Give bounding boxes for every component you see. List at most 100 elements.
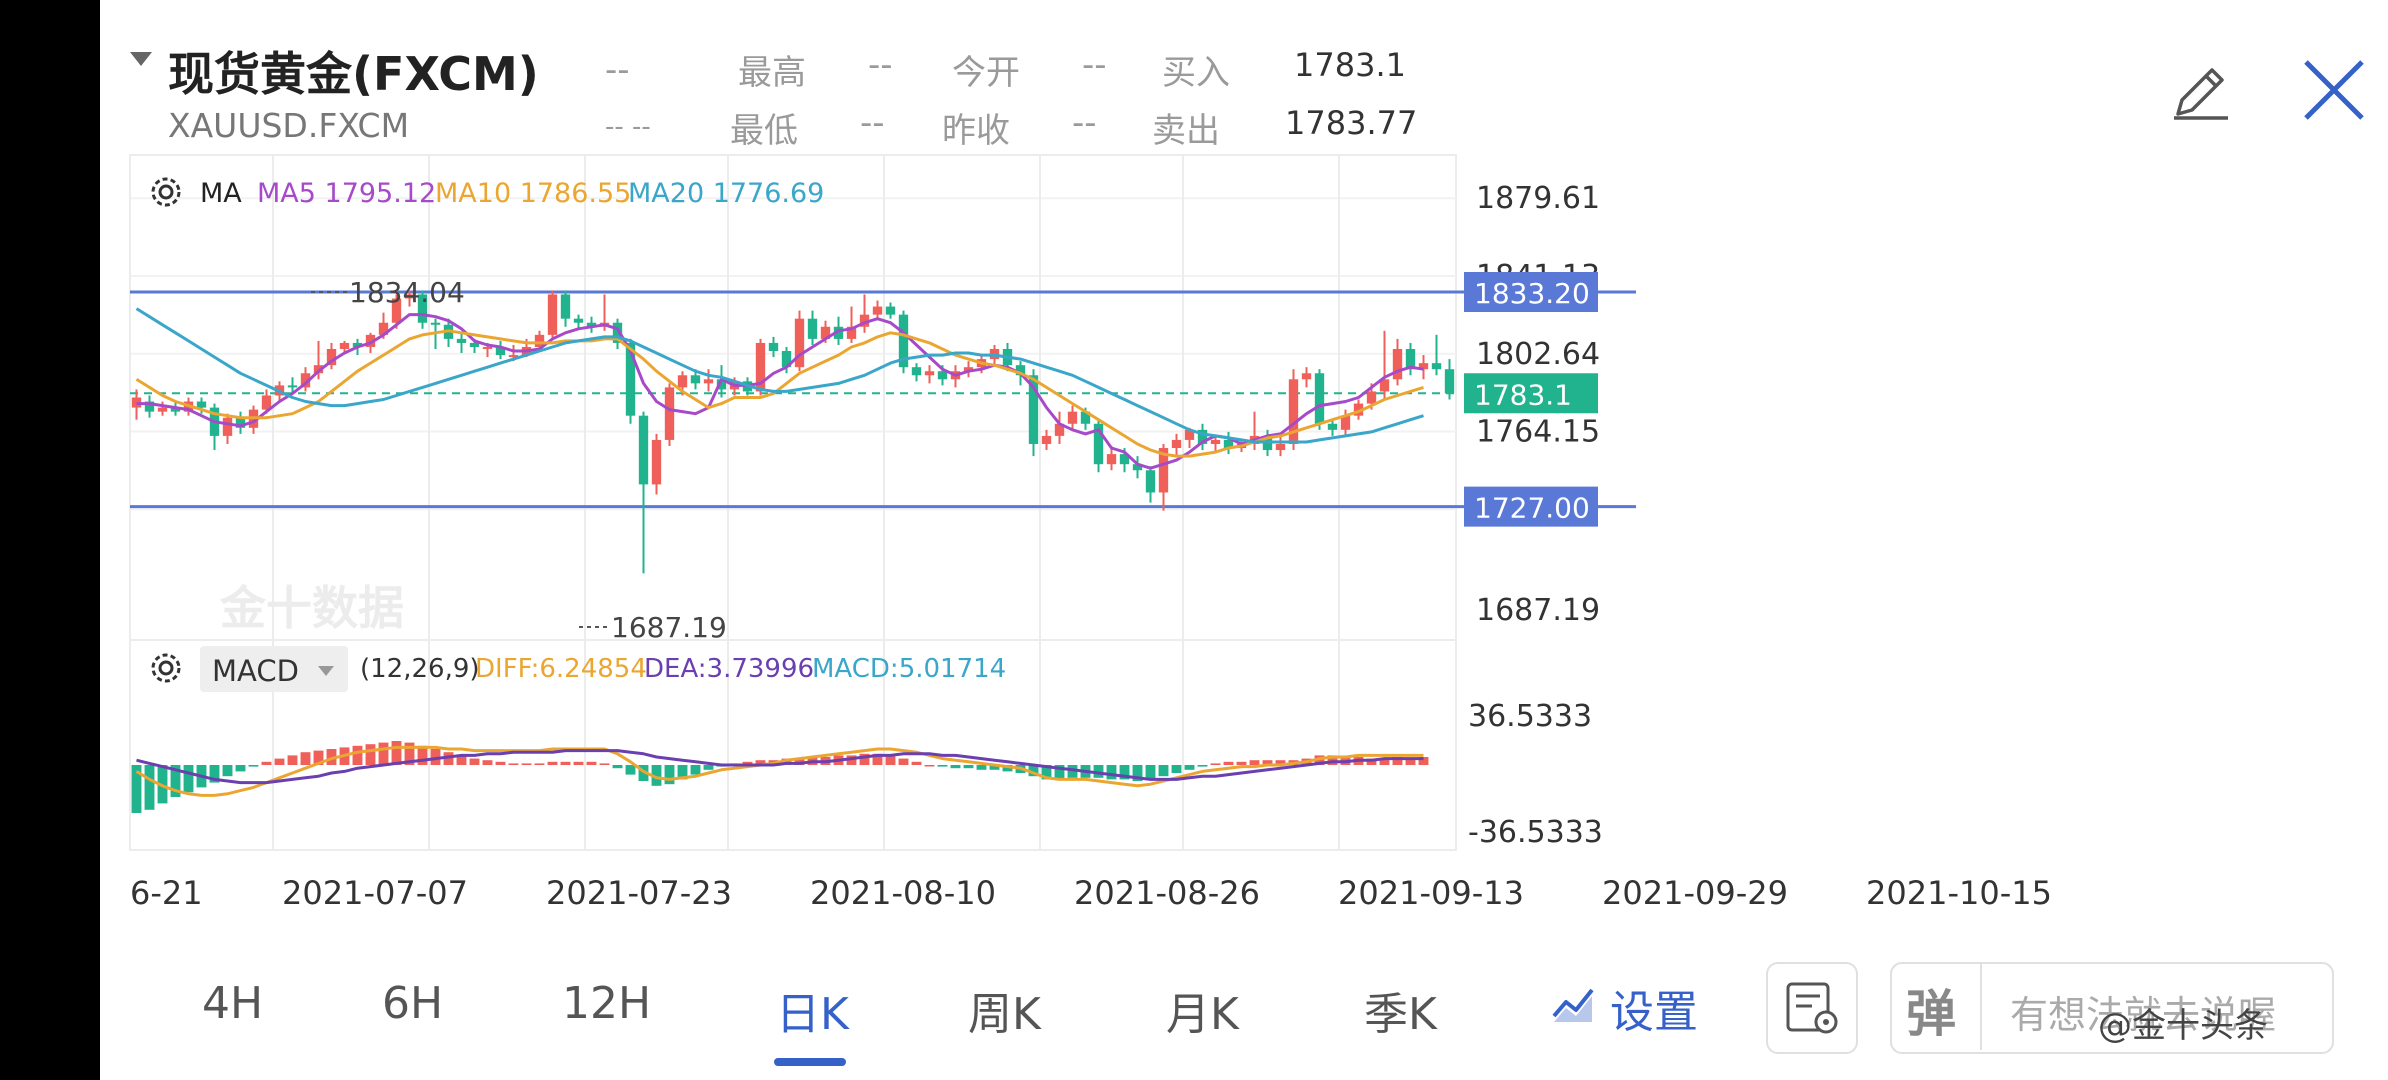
- candle: [1392, 338, 1403, 386]
- candle: [547, 290, 558, 339]
- price-chart[interactable]: 1879.611841.131802.641764.151687.191833.…: [100, 0, 2388, 1080]
- candle: [911, 363, 922, 382]
- ma5-line: [136, 313, 1424, 470]
- candle-body: [664, 387, 675, 440]
- page-title[interactable]: 现货黄金(FXCM): [168, 47, 539, 101]
- candle: [1379, 330, 1390, 400]
- macd-bar: [859, 753, 870, 765]
- candle: [1275, 435, 1286, 457]
- candle: [222, 413, 233, 444]
- candle: [287, 377, 298, 394]
- candle: [846, 306, 857, 343]
- candle: [859, 294, 870, 333]
- macd-bar: [1249, 760, 1260, 765]
- candle-body: [1028, 375, 1039, 444]
- watermark: 金十数据: [220, 581, 404, 635]
- candle-body: [287, 385, 298, 388]
- comment-input[interactable]: 有想法就去说喔: [2010, 993, 2277, 1037]
- candle-body: [495, 346, 506, 356]
- candle-body: [235, 417, 246, 428]
- macd-bar: [976, 765, 987, 770]
- macd-bar: [1132, 765, 1143, 781]
- candle: [768, 336, 779, 358]
- ma-settings-gear-icon[interactable]: [146, 172, 186, 212]
- ma20-legend: MA20 1776.69: [628, 178, 825, 209]
- x-tick-label: 2021-09-13: [1338, 874, 1524, 912]
- macd-bar: [1262, 760, 1273, 765]
- macd-y-tick-label: 36.5333: [1468, 699, 1592, 734]
- ma5-legend: MA5 1795.12: [257, 178, 437, 209]
- candle-body: [1054, 423, 1065, 436]
- close-icon[interactable]: [2300, 56, 2368, 124]
- candle: [1340, 409, 1351, 436]
- candle-body: [261, 395, 272, 410]
- macd-bar: [1418, 757, 1429, 765]
- tab-4h[interactable]: 4H: [202, 978, 264, 1029]
- candle: [898, 310, 909, 374]
- report-button[interactable]: [1766, 962, 1858, 1054]
- candle-body: [1132, 464, 1143, 471]
- candle-body: [1366, 391, 1377, 404]
- macd-bar: [1041, 765, 1052, 780]
- macd-bar: [1314, 755, 1325, 765]
- candle-body: [144, 401, 155, 412]
- candle-body: [560, 294, 571, 319]
- dropdown-caret-icon[interactable]: [130, 52, 152, 66]
- candle: [1041, 429, 1052, 451]
- max-price-label: 1834.04: [349, 276, 465, 309]
- candle-body: [1327, 423, 1338, 430]
- macd-selector-label: MACD: [212, 654, 299, 688]
- macd-bar: [742, 761, 753, 765]
- macd-bar: [443, 752, 454, 765]
- macd-bar: [989, 765, 1000, 770]
- report-icon: [1786, 982, 1838, 1034]
- candle-body: [794, 318, 805, 368]
- candle-body: [313, 365, 324, 374]
- danmaku-icon[interactable]: 弹: [1892, 964, 1982, 1050]
- candle-body: [1015, 365, 1026, 376]
- candle-body: [1041, 435, 1052, 444]
- macd-bar: [1145, 765, 1156, 780]
- candle-body: [846, 326, 857, 339]
- macd-settings-gear-icon[interactable]: [146, 648, 186, 688]
- candle-body: [1340, 415, 1351, 430]
- macd-indicator-selector[interactable]: MACD: [200, 646, 348, 692]
- candle: [1223, 431, 1234, 455]
- tab-weekly[interactable]: 周K: [968, 989, 1041, 1040]
- candle: [339, 340, 350, 354]
- candle-body: [1158, 448, 1169, 493]
- tab-monthly[interactable]: 月K: [1166, 989, 1239, 1040]
- candle: [1444, 359, 1455, 400]
- candle-body: [1171, 439, 1182, 449]
- tab-quarterly[interactable]: 季K: [1364, 989, 1437, 1040]
- macd-bar: [365, 744, 376, 765]
- candle-body: [885, 306, 896, 315]
- comment-bar[interactable]: 弹 有想法就去说喔: [1890, 962, 2334, 1054]
- candle: [235, 411, 246, 434]
- macd-value-legend: MACD:5.01714: [812, 654, 1007, 684]
- hline-bottom-tag-box: [1464, 486, 1598, 527]
- macd-bar: [599, 763, 610, 765]
- x-tick-label: 2021-08-26: [1074, 874, 1260, 912]
- candle: [1054, 411, 1065, 444]
- ma10-line: [135, 329, 1424, 458]
- candle: [612, 318, 623, 349]
- macd-bar: [1093, 765, 1104, 778]
- x-tick-label: 2021-09-29: [1602, 874, 1788, 912]
- candle: [1405, 342, 1416, 376]
- candle: [1106, 446, 1117, 471]
- y-tick-label: 1802.64: [1476, 337, 1600, 372]
- macd-bar: [469, 758, 480, 765]
- change-placeholder: --: [605, 50, 630, 90]
- macd-bar: [1223, 761, 1234, 765]
- candle: [781, 346, 792, 374]
- tab-6h[interactable]: 6H: [382, 978, 444, 1029]
- macd-bar: [170, 765, 181, 797]
- pencil-icon[interactable]: [2170, 58, 2234, 122]
- macd-bar: [313, 750, 324, 765]
- macd-bar: [1210, 763, 1221, 765]
- tab-daily[interactable]: 日K: [776, 989, 849, 1040]
- tab-12h[interactable]: 12H: [562, 978, 652, 1029]
- macd-bar: [1392, 757, 1403, 765]
- open-value: --: [1082, 45, 1107, 85]
